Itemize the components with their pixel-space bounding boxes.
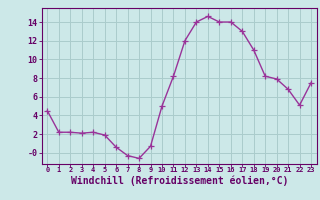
X-axis label: Windchill (Refroidissement éolien,°C): Windchill (Refroidissement éolien,°C)	[70, 176, 288, 186]
